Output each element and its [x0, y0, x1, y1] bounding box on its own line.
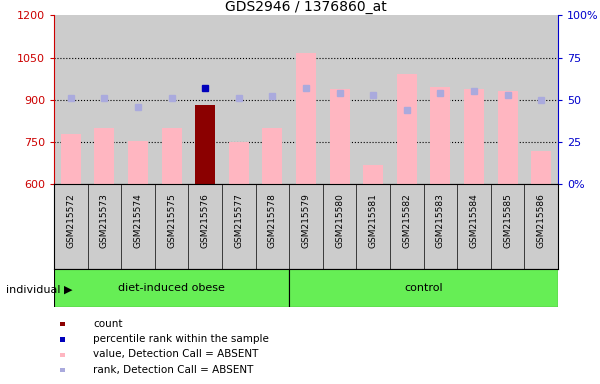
Bar: [94, 128, 115, 184]
Text: GSM215586: GSM215586: [537, 193, 546, 248]
Text: individual ▶: individual ▶: [6, 285, 73, 295]
Text: percentile rank within the sample: percentile rank within the sample: [93, 334, 269, 344]
Bar: [54, 269, 289, 307]
Bar: [262, 128, 283, 184]
Title: GDS2946 / 1376860_at: GDS2946 / 1376860_at: [225, 0, 387, 14]
Text: GSM215581: GSM215581: [369, 193, 378, 248]
Text: value, Detection Call = ABSENT: value, Detection Call = ABSENT: [93, 349, 259, 359]
Text: GSM215576: GSM215576: [200, 193, 210, 248]
Text: GSM215575: GSM215575: [167, 193, 176, 248]
Text: GSM215583: GSM215583: [436, 193, 445, 248]
Text: rank, Detection Call = ABSENT: rank, Detection Call = ABSENT: [93, 365, 253, 375]
Text: diet-induced obese: diet-induced obese: [118, 283, 225, 293]
Bar: [497, 91, 518, 184]
Bar: [329, 89, 350, 184]
Bar: [296, 53, 316, 184]
Text: GSM215572: GSM215572: [66, 193, 76, 248]
Text: GSM215585: GSM215585: [503, 193, 512, 248]
Text: GSM215574: GSM215574: [133, 193, 143, 248]
Bar: [531, 151, 551, 184]
Bar: [289, 269, 558, 307]
Text: GSM215580: GSM215580: [335, 193, 344, 248]
Bar: [363, 165, 383, 184]
Bar: [229, 142, 249, 184]
Text: GSM215578: GSM215578: [268, 193, 277, 248]
Bar: [128, 141, 148, 184]
Text: GSM215582: GSM215582: [403, 193, 412, 248]
Text: GSM215573: GSM215573: [100, 193, 109, 248]
Bar: [430, 87, 451, 184]
Text: control: control: [404, 283, 443, 293]
Bar: [464, 89, 484, 184]
Text: GSM215584: GSM215584: [470, 193, 479, 248]
Bar: [195, 106, 215, 184]
Text: GSM215577: GSM215577: [235, 193, 244, 248]
Bar: [161, 128, 182, 184]
Bar: [397, 74, 417, 184]
Text: GSM215579: GSM215579: [302, 193, 311, 248]
Text: count: count: [93, 319, 122, 329]
Bar: [61, 134, 81, 184]
